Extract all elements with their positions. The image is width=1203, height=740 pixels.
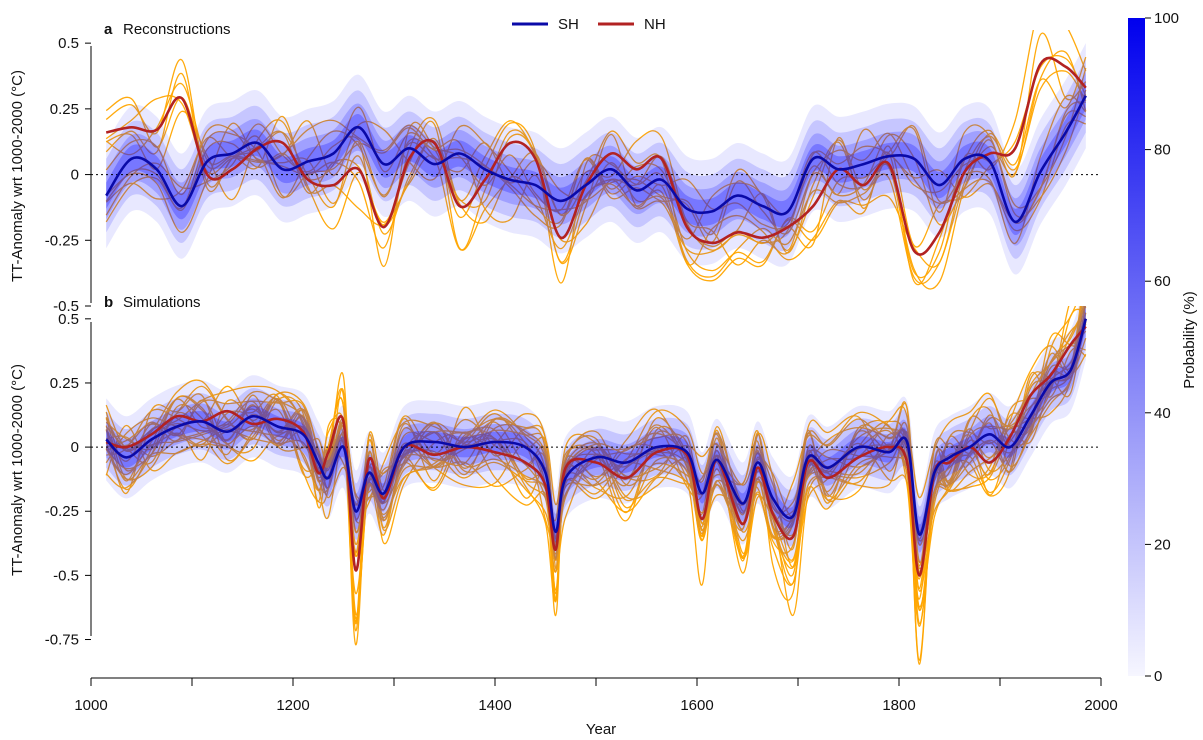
panel-simulations: 0.5 0.25 0 -0.25 -0.5 -0.75 b Simulations TT-…	[9, 294, 1101, 665]
colorbar: 100 80 60 40 20 0 Probability (%)	[1128, 10, 1198, 685]
x-axis: 1000 1200 1400 1600 1800 2000 Year	[74, 677, 1118, 738]
probability-band-layer	[106, 72, 1086, 246]
y-tick-label: -0.5	[53, 298, 79, 315]
probability-band-layer	[106, 306, 1086, 563]
series-line-sh	[105, 95, 1087, 224]
legend-label-nh: NH	[644, 16, 666, 33]
y-tick-label: 0.25	[50, 101, 79, 118]
y-tick-label: -0.75	[45, 632, 79, 649]
ensemble-member-line	[105, 70, 1087, 284]
x-tick-label: 1600	[680, 697, 713, 714]
legend-label-sh: SH	[558, 16, 579, 33]
colorbar-tick-label: 60	[1154, 273, 1171, 290]
probability-band-layer	[106, 43, 1086, 275]
ensemble-member-line	[105, 89, 1087, 243]
panel-title-b: Simulations	[123, 294, 201, 311]
x-tick-label: 1800	[882, 697, 915, 714]
ensemble-member-line	[105, 306, 1083, 560]
ensemble-member-line	[105, 306, 1086, 592]
y-tick-label: -0.5	[53, 567, 79, 584]
x-ticks: 1000 1200 1400 1600 1800 2000	[74, 678, 1118, 714]
probability-band-b	[106, 306, 1086, 576]
series-lines-b	[105, 318, 1088, 577]
colorbar-tick-label: 0	[1154, 668, 1162, 685]
colorbar-tick-label: 40	[1154, 405, 1171, 422]
x-tick-label: 2000	[1084, 697, 1117, 714]
y-ticks-b: 0.5 0.25 0 -0.25 -0.5 -0.75	[45, 311, 91, 649]
x-axis-label: Year	[586, 721, 616, 738]
y-tick-label: 0	[71, 439, 79, 456]
y-tick-label: -0.25	[45, 503, 79, 520]
series-line-sh	[105, 318, 1088, 536]
probability-band-a	[106, 43, 1086, 275]
colorbar-tick-label: 20	[1154, 536, 1171, 553]
colorbar-label: Probability (%)	[1181, 291, 1198, 389]
y-ticks-a: 0.5 0.25 0 -0.25 -0.5	[45, 35, 91, 315]
legend: SH NH	[512, 16, 666, 33]
probability-band-layer	[106, 82, 1086, 236]
y-axis-label-a: TT-Anomaly wrt 1000-2000 (°C)	[9, 70, 26, 282]
x-tick-label: 1000	[74, 697, 107, 714]
ensemble-member-line	[105, 50, 1087, 290]
ensemble-member-line	[105, 56, 1087, 284]
x-tick-label: 1200	[276, 697, 309, 714]
series-line-nh	[105, 56, 1087, 256]
colorbar-gradient	[1128, 18, 1145, 676]
panel-reconstructions: 0.5 0.25 0 -0.25 -0.5 a Reconstructions TT-A…	[9, 21, 1101, 315]
ensemble-member-line	[105, 306, 1084, 563]
colorbar-tick-label: 80	[1154, 142, 1171, 159]
probability-band-layer	[106, 58, 1086, 259]
y-tick-label: 0	[71, 167, 79, 184]
y-axis-label-b: TT-Anomaly wrt 1000-2000 (°C)	[9, 364, 26, 576]
y-tick-label: 0.5	[58, 35, 79, 52]
panel-letter-b: b	[104, 294, 113, 311]
ensemble-member-line	[105, 32, 1087, 286]
panel-letter-a: a	[104, 21, 113, 38]
colorbar-ticks: 100 80 60 40 20 0	[1145, 10, 1179, 685]
x-tick-label: 1400	[478, 697, 511, 714]
y-tick-label: 0.5	[58, 311, 79, 328]
colorbar-tick-label: 100	[1154, 10, 1179, 27]
panel-title-a: Reconstructions	[123, 21, 231, 38]
y-tick-label: -0.25	[45, 232, 79, 249]
series-lines-a	[105, 56, 1087, 256]
y-tick-label: 0.25	[50, 375, 79, 392]
